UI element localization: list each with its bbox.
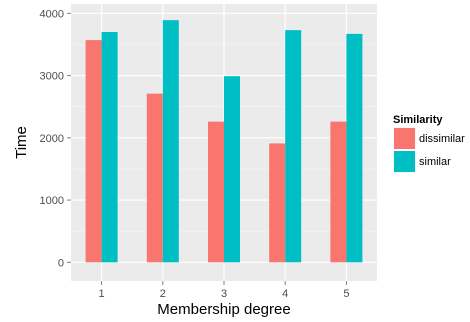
- legend: Similarity dissimilar similar: [392, 114, 465, 174]
- y-tick-label: 0: [58, 257, 64, 269]
- bar-dissimilar-5: [330, 121, 347, 263]
- x-axis: 1 2 3 4 5: [99, 281, 349, 300]
- bar-dissimilar-1: [85, 40, 102, 263]
- bar-similar-5: [346, 33, 363, 263]
- y-tick-label: 4000: [40, 8, 64, 20]
- y-axis-title: Time: [13, 126, 30, 159]
- x-tick-label: 3: [221, 288, 227, 300]
- bar-dissimilar-2: [146, 93, 163, 263]
- bar-similar-2: [162, 20, 179, 263]
- y-axis: 0 1000 2000 3000 4000: [40, 8, 71, 269]
- y-tick-label: 1000: [40, 195, 64, 207]
- y-tick-label: 3000: [40, 71, 64, 83]
- legend-label-similar: similar: [419, 156, 451, 168]
- legend-title: Similarity: [393, 114, 443, 126]
- bar-similar-3: [224, 76, 240, 263]
- bar-similar-1: [101, 32, 118, 263]
- bar-dissimilar-4: [269, 143, 286, 263]
- bar-dissimilar-3: [208, 121, 224, 263]
- legend-swatch-similar: [394, 151, 415, 172]
- legend-label-dissimilar: dissimilar: [419, 133, 465, 145]
- x-tick-label: 4: [282, 288, 288, 300]
- bars: [85, 20, 363, 263]
- x-axis-title: Membership degree: [157, 301, 290, 318]
- x-tick-label: 5: [343, 288, 349, 300]
- bar-similar-4: [285, 30, 302, 263]
- x-tick-label: 1: [99, 288, 105, 300]
- x-tick-label: 2: [160, 288, 166, 300]
- y-tick-label: 2000: [40, 133, 64, 145]
- legend-swatch-dissimilar: [394, 128, 415, 149]
